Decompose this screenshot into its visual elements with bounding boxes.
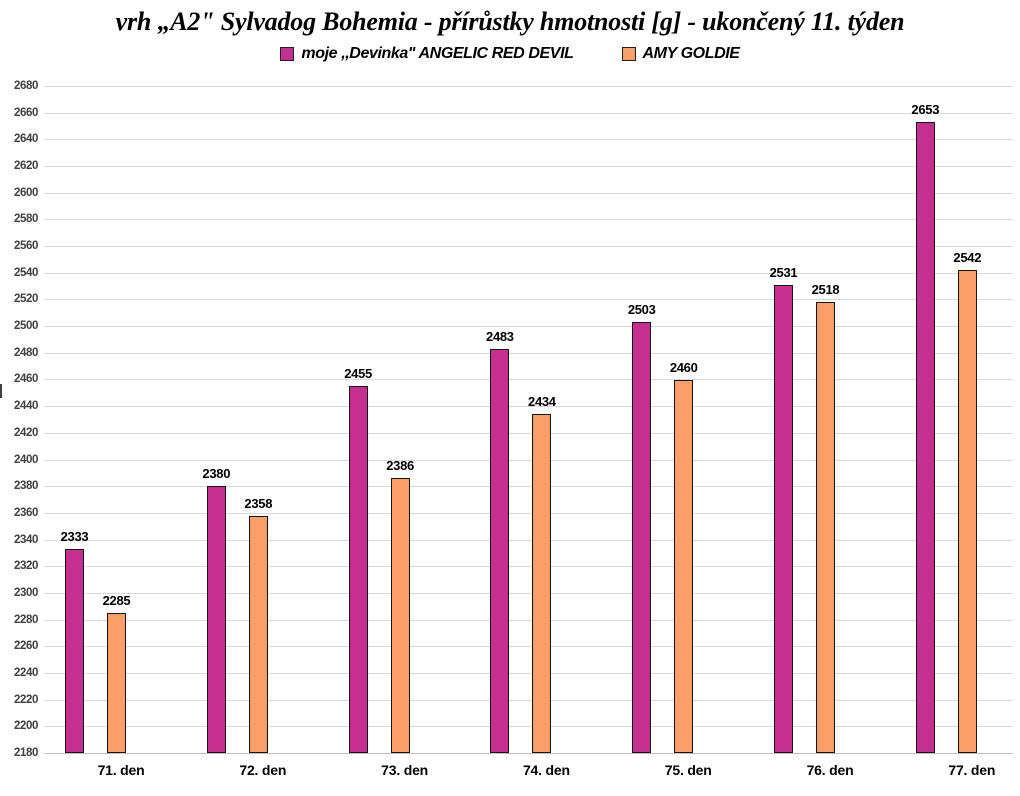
bar-value-label: 2542	[953, 250, 982, 266]
gridline	[44, 166, 1013, 167]
gridline	[44, 620, 1013, 621]
y-axis-tick-label: 2280	[14, 614, 38, 626]
bar-series1-73	[348, 386, 368, 753]
bar-series1-74	[490, 348, 510, 753]
legend-item-1: moje ,,Devinka" ANGELIC RED DEVIL	[280, 45, 574, 63]
bar-value-label: 2531	[769, 264, 798, 280]
gridline	[44, 460, 1013, 461]
y-axis-tick-label: 2420	[14, 427, 38, 439]
y-axis-tick-label: 2580	[14, 213, 38, 225]
bar-series2-76	[816, 302, 835, 753]
x-axis-line	[44, 753, 1013, 754]
bar-series1-72	[206, 486, 226, 753]
y-axis-tick-label: 2680	[14, 80, 38, 92]
legend-swatch-icon	[621, 47, 636, 61]
gridline	[44, 193, 1013, 194]
x-axis-tick-label: 73. den	[381, 762, 429, 778]
y-axis-tick-label: 2180	[14, 747, 38, 759]
bar-series2-72	[248, 515, 268, 753]
gridline	[44, 593, 1013, 594]
bar-value-label: 2358	[244, 495, 273, 511]
y-axis-tick-label: 2320	[14, 560, 38, 572]
gridline	[44, 406, 1013, 407]
bar-series2-71	[107, 612, 126, 753]
y-axis-tick-label: 2360	[14, 507, 38, 519]
y-axis-tick-label: 2400	[14, 454, 38, 466]
legend-label: AMY GOLDIE	[642, 45, 740, 62]
gridline	[44, 246, 1013, 247]
x-axis-tick-label: 72. den	[239, 762, 287, 778]
bar-value-label: 2380	[202, 466, 231, 482]
gridline	[44, 433, 1013, 434]
gridline	[44, 299, 1013, 300]
y-axis-tick-label: 2560	[14, 240, 38, 252]
x-axis-tick-label: 77. den	[948, 762, 996, 778]
bar-series2-77	[957, 270, 977, 753]
y-axis-tick-label: 2480	[14, 347, 38, 359]
y-axis-tick-label: 2260	[14, 640, 38, 652]
gridline	[44, 726, 1013, 727]
bar-series1-77	[915, 122, 935, 753]
y-axis-tick-label: 2640	[14, 133, 38, 145]
gridline	[44, 513, 1013, 514]
bar-value-label: 2333	[60, 528, 89, 544]
y-axis-tick-label: 2340	[14, 534, 38, 546]
y-axis-tick-label: 2620	[14, 160, 38, 172]
bar-value-label: 2518	[811, 282, 840, 298]
y-axis-tick-label: 2500	[14, 320, 38, 332]
bar-series1-71	[65, 548, 84, 753]
x-axis-tick-label: 74. den	[522, 762, 570, 778]
y-axis-tick-label: 2380	[14, 480, 38, 492]
gridline	[44, 219, 1013, 220]
bar-value-label: 2455	[344, 366, 372, 382]
y-axis-tick-label: 2660	[14, 107, 38, 119]
y-axis-tick-label: 2600	[14, 187, 38, 199]
chart-legend: moje ,,Devinka" ANGELIC RED DEVIL AMY GOL…	[0, 42, 1020, 66]
gridline	[44, 646, 1013, 647]
gridline	[44, 379, 1013, 380]
chart-title: vrh „A2" Sylvadog Bohemia - přírůstky hm…	[115, 7, 905, 36]
y-axis-tick-label: 2240	[14, 667, 38, 679]
bar-value-label: 2483	[486, 328, 514, 344]
y-axis-tick-label: 2540	[14, 267, 38, 279]
y-axis-tick-label: 2220	[14, 694, 38, 706]
legend-swatch-icon	[280, 47, 295, 61]
gridline	[44, 86, 1013, 87]
gridline	[44, 139, 1013, 140]
gridline	[44, 540, 1013, 541]
y-axis-tick-label: 2440	[14, 400, 38, 412]
gridline	[44, 353, 1013, 354]
bar-value-label: 2460	[669, 359, 698, 375]
bar-value-label: 2503	[627, 302, 656, 318]
bar-series1-75	[632, 322, 652, 753]
bar-value-label: 2653	[911, 102, 940, 117]
x-axis-tick-label: 76. den	[806, 762, 854, 778]
gridline	[44, 566, 1013, 567]
y-axis-title-fragment	[0, 384, 2, 398]
y-axis-tick-label: 2460	[14, 373, 38, 385]
x-axis-tick-label: 75. den	[664, 762, 712, 778]
y-axis-tick-label: 2520	[14, 293, 38, 305]
bar-series2-75	[674, 379, 694, 753]
bar-series1-76	[774, 284, 793, 753]
y-axis-tick-label: 2200	[14, 720, 38, 732]
gridline	[44, 113, 1013, 114]
gridline	[44, 273, 1013, 274]
gridline	[44, 673, 1013, 674]
bar-value-label: 2285	[102, 592, 131, 608]
y-axis-tick-label: 2300	[14, 587, 38, 599]
legend-item-2: AMY GOLDIE	[621, 45, 740, 63]
bar-value-label: 2434	[528, 394, 556, 410]
bar-series2-73	[390, 478, 410, 753]
gridline	[44, 486, 1013, 487]
bar-series2-74	[532, 414, 552, 753]
gridline	[44, 700, 1013, 701]
gridline	[44, 326, 1013, 327]
bar-value-label: 2386	[386, 458, 414, 474]
x-axis-tick-label: 71. den	[97, 762, 145, 778]
legend-label: moje ,,Devinka" ANGELIC RED DEVIL	[301, 45, 574, 62]
